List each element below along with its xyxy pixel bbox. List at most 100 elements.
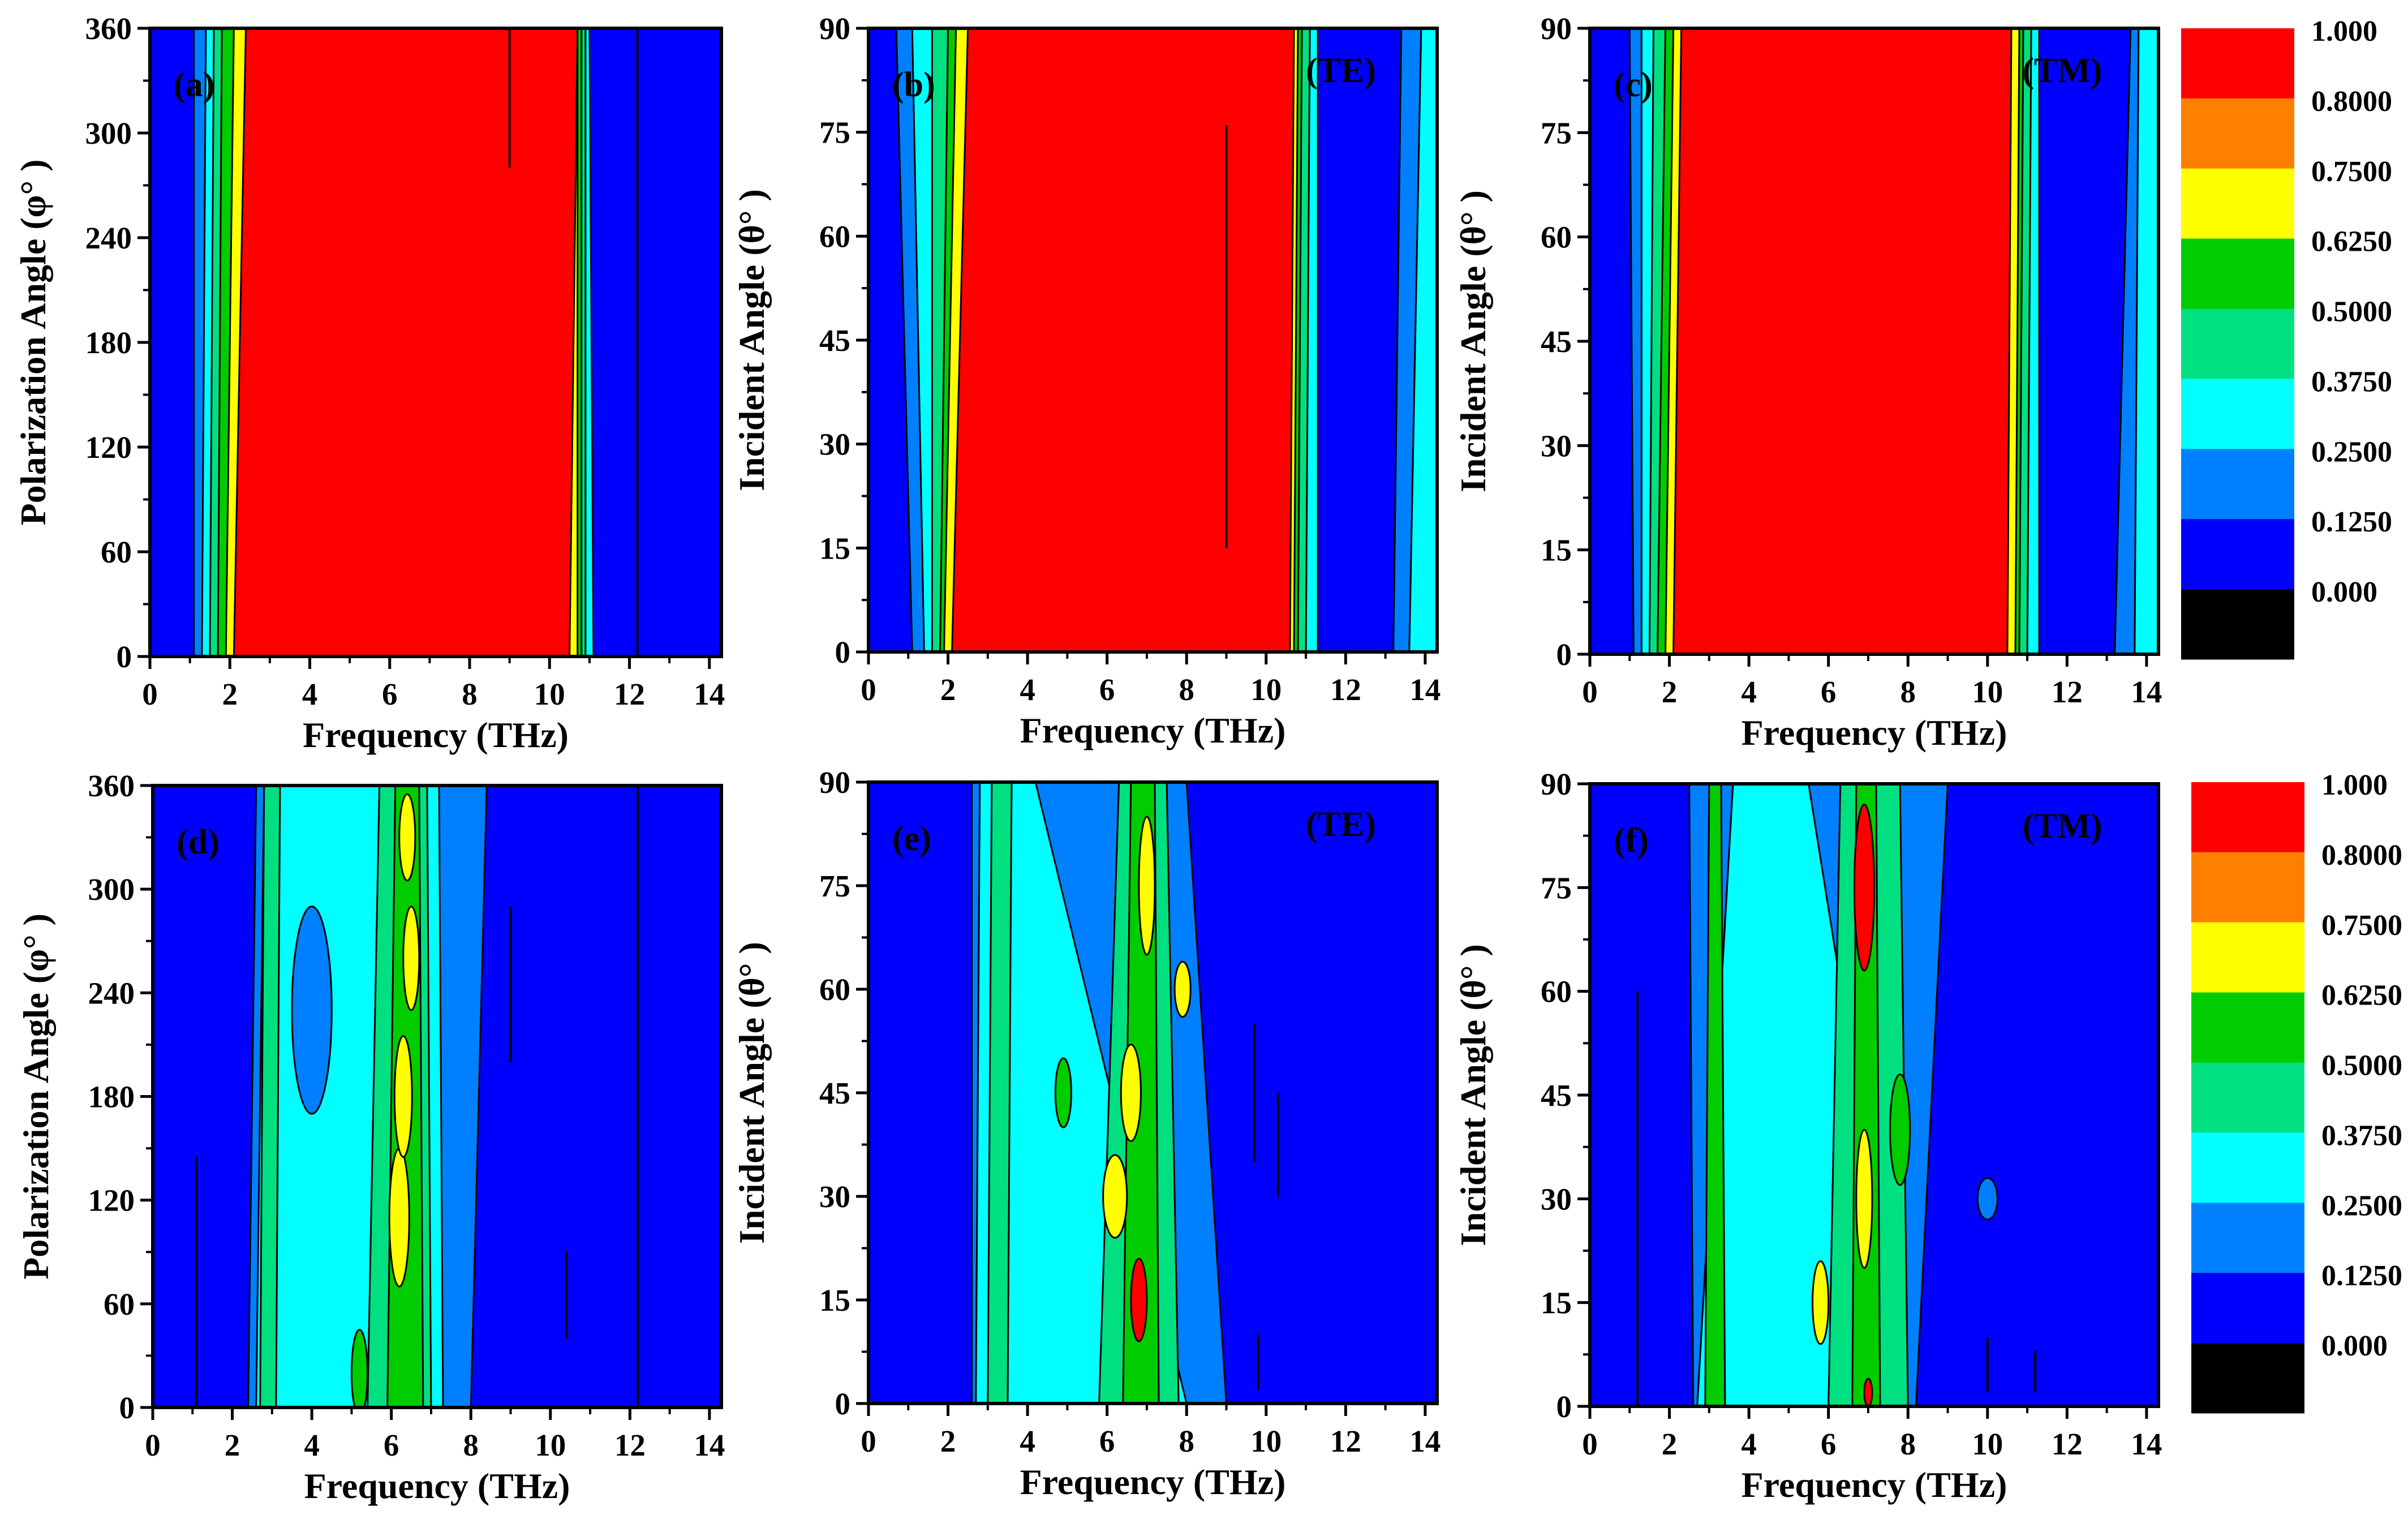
colorbar-label: 0.3750 xyxy=(2311,366,2392,398)
colorbar-swatch xyxy=(2191,922,2304,993)
contour-island xyxy=(393,1035,413,1158)
y-tick-label: 75 xyxy=(819,115,850,150)
y-tick-label: 240 xyxy=(88,976,135,1010)
contour-area xyxy=(1590,28,2158,654)
x-tick-label: 2 xyxy=(1662,1427,1678,1461)
x-tick-label: 6 xyxy=(1099,1424,1115,1458)
x-tick-label: 6 xyxy=(1821,1427,1837,1461)
contour-panel-a: 0 2 4 6 8 10 12 14 0 60 120 180 240 300 360 Frequency (… xyxy=(13,11,725,755)
x-axis-label: Frequency (THz) xyxy=(304,1466,570,1506)
contour-island xyxy=(1130,1258,1148,1342)
contour-island xyxy=(291,905,333,1115)
colorbar-label: 0.7500 xyxy=(2321,909,2402,942)
colorbar-label: 0.000 xyxy=(2311,576,2377,608)
x-tick-label: 14 xyxy=(1409,672,1440,707)
x-tick-label: 6 xyxy=(384,1428,399,1462)
y-tick-label: 120 xyxy=(85,430,132,465)
y-axis-label: Polarization Angle (φ° ) xyxy=(16,913,56,1280)
contour-panel-d: 0 2 4 6 8 10 12 14 0 60 120 180 240 300 360 Frequency (… xyxy=(16,769,725,1506)
y-tick-label: 75 xyxy=(819,869,850,903)
x-tick-label: 0 xyxy=(142,677,158,711)
contour-island xyxy=(402,905,420,1011)
contour-area xyxy=(868,782,1437,1404)
contour-band xyxy=(951,28,1295,652)
contour-island xyxy=(388,1147,410,1287)
colorbar-swatch xyxy=(2181,238,2294,310)
contour-panel-c: 0 2 4 6 8 10 12 14 0 15 30 45 60 75 90 Frequency (THz) I… xyxy=(1453,11,2162,753)
y-tick-label: 60 xyxy=(104,1287,135,1321)
y-tick-label: 240 xyxy=(85,221,132,255)
colorbar-label: 0.6250 xyxy=(2311,226,2392,258)
contour-band xyxy=(2134,28,2158,654)
x-tick-label: 8 xyxy=(1179,672,1194,707)
y-tick-label: 180 xyxy=(85,325,132,360)
colorbar-swatch xyxy=(2181,98,2294,169)
contour-area xyxy=(150,28,721,656)
x-tick-label: 12 xyxy=(2052,1427,2083,1461)
y-tick-label: 0 xyxy=(1556,637,1572,672)
x-axis-label: Frequency (THz) xyxy=(1020,1462,1286,1502)
x-tick-label: 6 xyxy=(1099,672,1115,707)
contour-island xyxy=(1102,1154,1128,1239)
colorbars: 1.000 0.8000 0.7500 0.6250 0.5000 0.3750 0.250… xyxy=(2181,15,2402,1414)
x-tick-label: 10 xyxy=(1250,1424,1282,1458)
contour-island xyxy=(1976,1177,1998,1221)
y-tick-label: 60 xyxy=(101,535,132,569)
x-tick-label: 2 xyxy=(222,677,238,711)
y-tick-label: 360 xyxy=(85,11,132,46)
x-tick-label: 10 xyxy=(535,1428,566,1462)
colorbar-label: 0.5000 xyxy=(2311,296,2392,328)
y-tick-label: 0 xyxy=(117,640,132,674)
x-tick-label: 10 xyxy=(1972,675,2003,709)
colorbar-swatch xyxy=(2191,782,2304,853)
colorbar-label: 1.000 xyxy=(2321,769,2388,801)
y-tick-label: 0 xyxy=(119,1390,135,1425)
colorbar-swatch xyxy=(2181,168,2294,239)
x-tick-label: 10 xyxy=(1250,672,1282,707)
y-tick-label: 30 xyxy=(819,427,850,462)
colorbar-swatch xyxy=(2191,1203,2304,1273)
x-tick-label: 12 xyxy=(614,1428,646,1462)
y-axis-label: Incident Angle (θ° ) xyxy=(732,942,772,1244)
x-tick-label: 8 xyxy=(463,1428,479,1462)
x-tick-label: 8 xyxy=(1179,1424,1194,1458)
y-tick-label: 45 xyxy=(1541,324,1572,359)
colorbar-swatch xyxy=(2191,1062,2304,1133)
colorbar-label: 0.000 xyxy=(2321,1330,2388,1362)
contour-island xyxy=(1054,1057,1072,1128)
contour-band xyxy=(1672,28,2013,654)
x-tick-label: 10 xyxy=(534,677,565,711)
colorbar-swatch xyxy=(2181,379,2294,449)
colorbar-label: 0.2500 xyxy=(2311,436,2392,468)
y-tick-label: 15 xyxy=(1541,533,1572,568)
colorbar-swatch xyxy=(2181,519,2294,590)
y-tick-label: 75 xyxy=(1541,115,1572,150)
y-axis-label: Polarization Angle (φ° ) xyxy=(13,160,53,526)
colorbar-swatch xyxy=(2181,589,2294,660)
colorbar-label: 0.8000 xyxy=(2311,85,2392,118)
colorbar-1: 1.000 0.8000 0.7500 0.6250 0.5000 0.3750 0.250… xyxy=(2181,15,2392,660)
x-tick-label: 14 xyxy=(1409,1424,1440,1458)
x-tick-label: 8 xyxy=(462,677,478,711)
contour-island xyxy=(1863,1377,1873,1406)
y-tick-label: 90 xyxy=(1541,767,1572,801)
x-tick-label: 4 xyxy=(1741,1427,1757,1461)
y-tick-label: 90 xyxy=(819,765,850,800)
y-tick-label: 360 xyxy=(88,769,135,803)
contour-island xyxy=(398,793,416,882)
colorbar-label: 0.1250 xyxy=(2321,1260,2402,1292)
colorbar-label: 0.6250 xyxy=(2321,980,2402,1012)
contour-area xyxy=(868,28,1437,652)
y-tick-label: 120 xyxy=(88,1183,135,1218)
contour-band xyxy=(1704,784,1726,1406)
y-tick-label: 30 xyxy=(1541,1182,1572,1216)
polarization-mode-label: (TE) xyxy=(1306,51,1376,90)
x-tick-label: 4 xyxy=(302,677,318,711)
y-tick-label: 90 xyxy=(1541,11,1572,46)
colorbar-label: 0.2500 xyxy=(2321,1190,2402,1222)
y-tick-label: 90 xyxy=(819,11,850,46)
colorbar-swatch xyxy=(2191,992,2304,1063)
y-tick-label: 0 xyxy=(835,635,851,669)
